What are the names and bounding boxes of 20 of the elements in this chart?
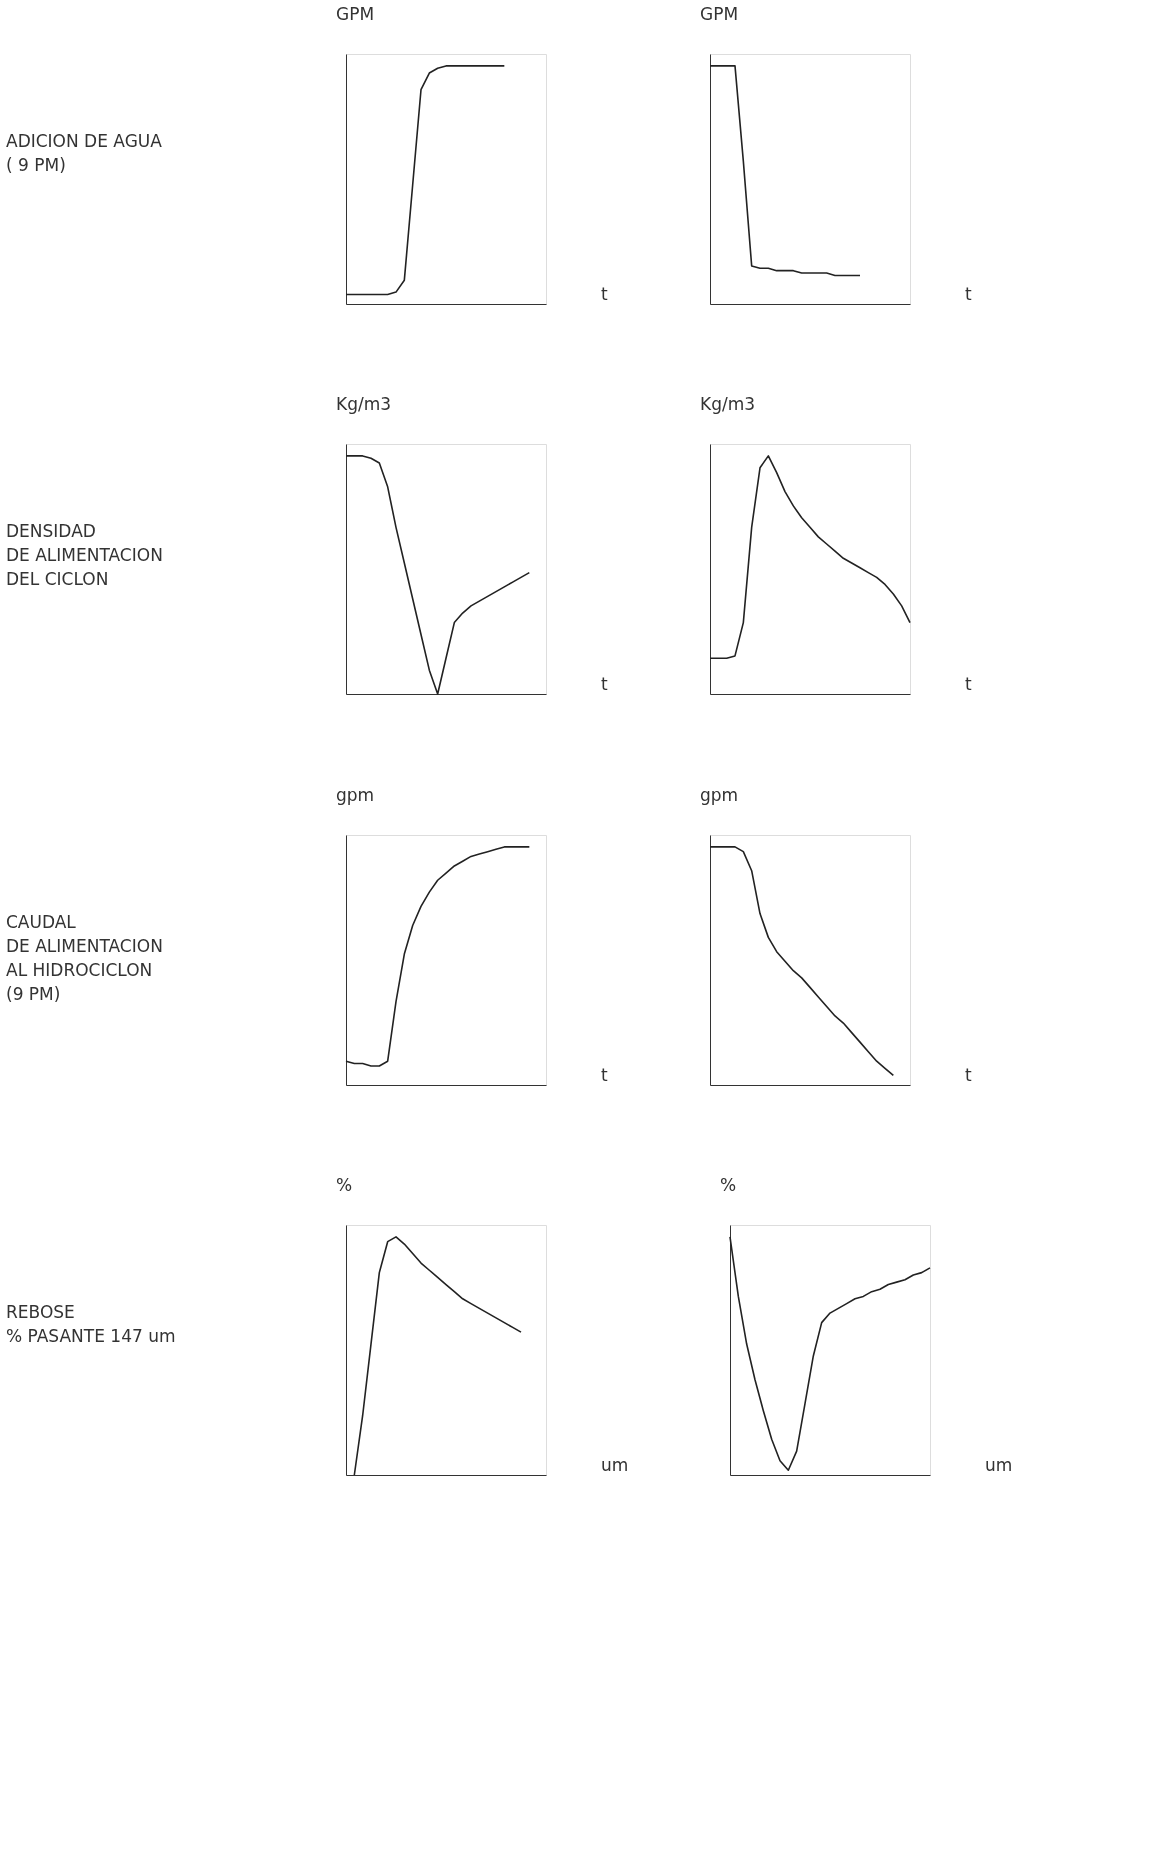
x-axis-title: t — [601, 674, 608, 694]
x-axis-title: t — [965, 284, 972, 304]
y-axis-title: % — [720, 1175, 737, 1195]
x-axis-title: um — [985, 1455, 1013, 1475]
text: CAUDAL DE ALIMENTACION AL HIDROCICLON (9 PM) — [6, 911, 163, 1004]
y-axis-title: gpm — [700, 785, 739, 805]
text: REBOSE % PASANTE 147 um — [6, 1301, 176, 1346]
y-axis-title: % — [336, 1175, 353, 1195]
text: DENSIDAD DE ALIMENTACION DEL CICLON — [6, 520, 163, 589]
text: ADICION DE AGUA ( 9 PM) — [6, 130, 163, 175]
y-axis-title: Kg/m3 — [336, 394, 392, 414]
y-axis-title: GPM — [336, 4, 375, 24]
x-axis-title: um — [601, 1455, 629, 1475]
x-axis-title: t — [965, 674, 972, 694]
y-axis-title: gpm — [336, 785, 375, 805]
y-axis-title: GPM — [700, 4, 739, 24]
x-axis-title: t — [601, 1065, 608, 1085]
y-axis-title: Kg/m3 — [700, 394, 756, 414]
x-axis-title: t — [601, 284, 608, 304]
x-axis-title: t — [965, 1065, 972, 1085]
